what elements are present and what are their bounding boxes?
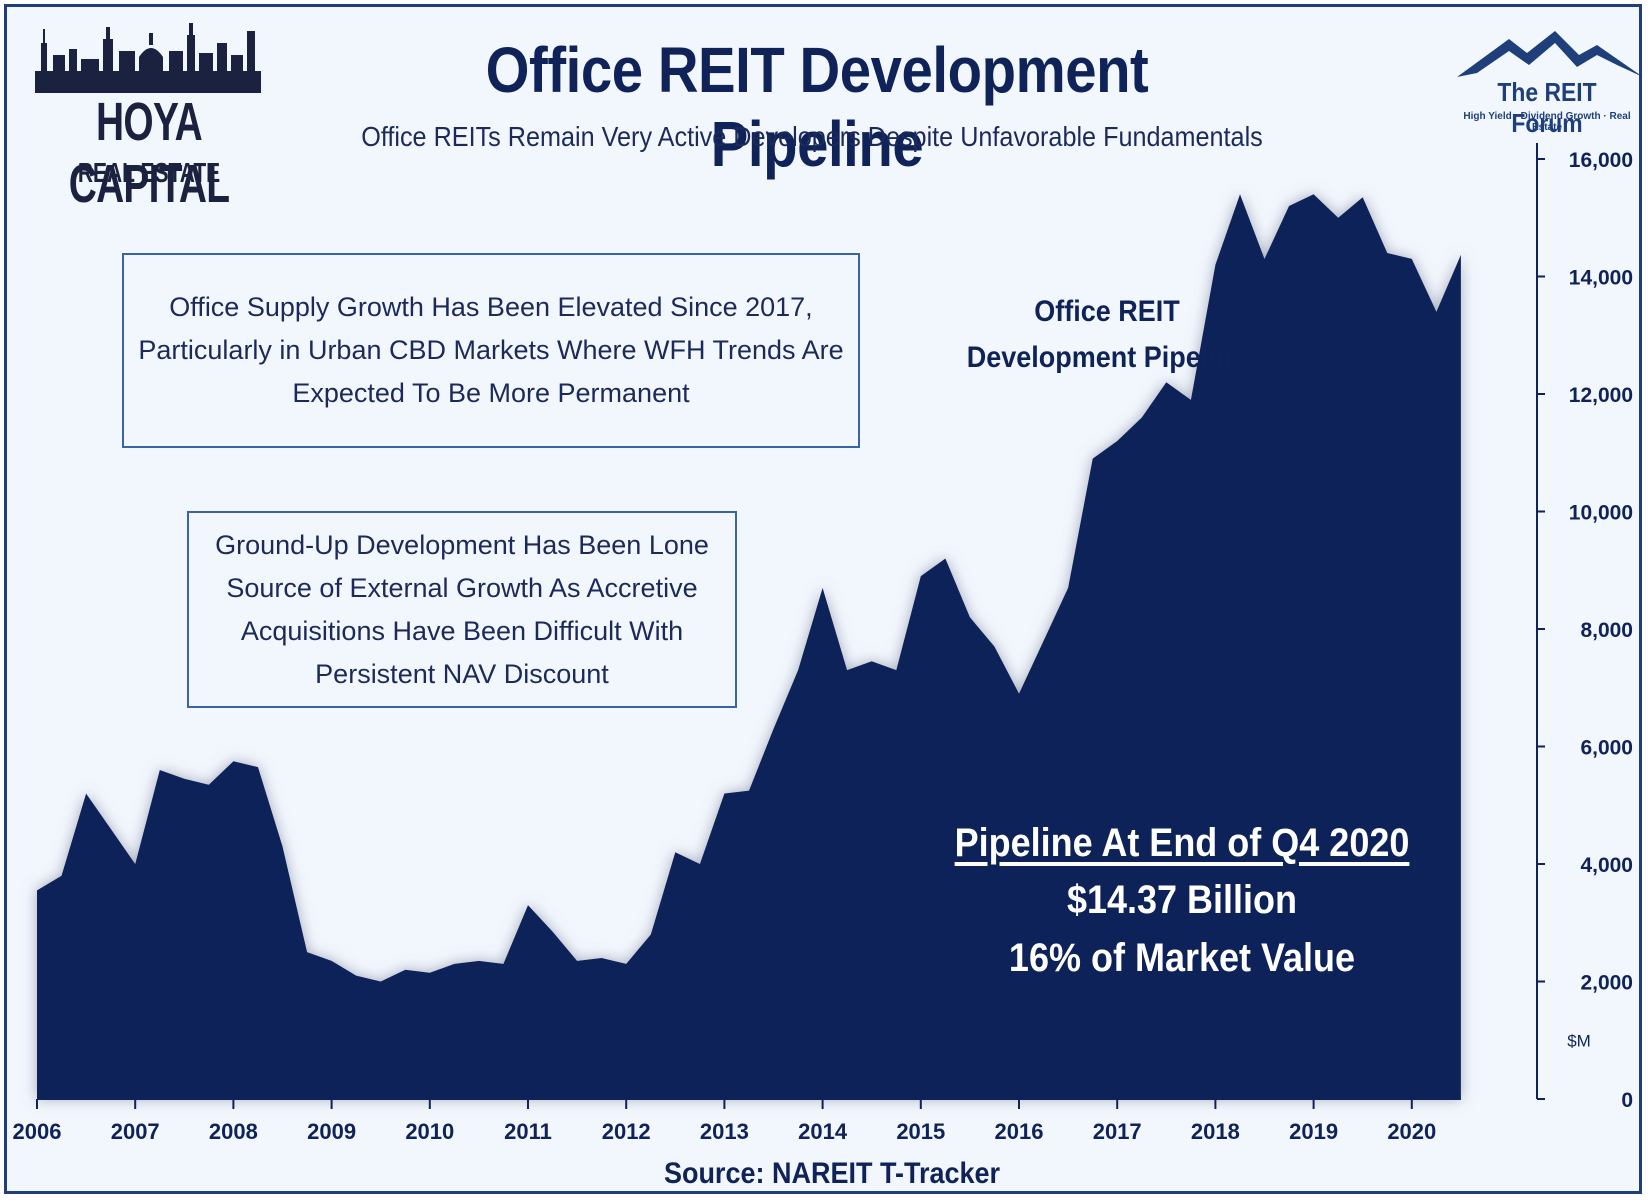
x-tick-label: 2020 — [1387, 1119, 1436, 1144]
source-note: Source: NAREIT T-Tracker — [663, 1157, 1001, 1190]
y-tick-label: 12,000 — [1569, 384, 1633, 407]
stat-heading: Pipeline At End of Q4 2020 — [954, 821, 1410, 865]
y-unit-label: $M — [1567, 1031, 1591, 1050]
x-tick-label: 2008 — [209, 1119, 258, 1144]
x-tick-label: 2015 — [896, 1119, 945, 1144]
x-tick-label: 2007 — [111, 1119, 160, 1144]
reit-forum-logo: The REIT Forum High Yield · Dividend Gro… — [1447, 25, 1647, 138]
logo-sub-text: REAL ESTATE — [77, 157, 221, 188]
stat-value: $14.37 Billion — [1066, 878, 1298, 922]
x-tick-label: 2011 — [504, 1119, 552, 1144]
y-tick-label: 6,000 — [1580, 737, 1633, 760]
chart-title: Office REIT Development Pipeline — [485, 34, 1149, 180]
annotation-line: Expected To Be More Permanent — [292, 378, 690, 408]
y-tick-label: 2,000 — [1580, 972, 1633, 995]
logo-tagline: High Yield · Dividend Growth · Real Esta… — [1463, 111, 1631, 133]
chart-subtitle: Office REITs Remain Very Active Develope… — [361, 121, 1263, 152]
x-tick-label: 2018 — [1191, 1119, 1240, 1144]
x-tick-label: 2013 — [700, 1119, 749, 1144]
skyline-icon — [35, 23, 261, 93]
annotation-line: Particularly in Urban CBD Markets Where … — [138, 335, 844, 365]
annotation-line: Source of External Growth As Accretive — [226, 572, 698, 603]
x-tick-label: 2016 — [995, 1119, 1044, 1144]
y-tick-label: 16,000 — [1569, 149, 1633, 172]
logo-brand-text: The REIT Forum — [1497, 77, 1597, 138]
area-chart: 2006 2007 2008 2009 2010 2011 2012 2013 2014 2015… — [13, 143, 1633, 1144]
y-tick-label: 4,000 — [1580, 854, 1633, 877]
pipeline-stat-block: Pipeline At End of Q4 2020 $14.37 Billio… — [887, 815, 1477, 987]
x-tick-label: 2014 — [798, 1119, 848, 1144]
series-label-line: Development Pipeline — [966, 341, 1248, 374]
x-tick-label: 2009 — [307, 1119, 356, 1144]
annotation-line: Office Supply Growth Has Been Elevated S… — [169, 292, 813, 322]
stat-share: 16% of Market Value — [1008, 936, 1356, 980]
series-label: Office REIT Development Pipeline — [941, 289, 1274, 381]
hoya-capital-logo: HOYA CAPITAL REAL ESTATE — [29, 21, 269, 214]
annotation-box-growth: Ground-Up Development Has Been Lone Sour… — [187, 511, 737, 708]
chart-frame: 2006 2007 2008 2009 2010 2011 2012 2013 2014 2015… — [4, 4, 1643, 1194]
series-label-line: Office REIT — [1034, 295, 1180, 328]
logo-brand-text: HOYA CAPITAL — [68, 92, 230, 214]
annotation-line: Ground-Up Development Has Been Lone — [215, 529, 709, 560]
area-series — [37, 194, 1461, 1100]
x-tick-label: 2006 — [13, 1119, 62, 1144]
mountain-icon — [1457, 31, 1643, 77]
y-tick-label: 0 — [1621, 1089, 1633, 1112]
x-tick-label: 2019 — [1289, 1119, 1338, 1144]
x-tick-label: 2010 — [405, 1119, 454, 1144]
x-tick-label: 2012 — [602, 1119, 651, 1144]
annotation-box-supply: Office Supply Growth Has Been Elevated S… — [122, 253, 860, 448]
y-tick-label: 14,000 — [1569, 267, 1633, 290]
annotation-line: Acquisitions Have Been Difficult With — [240, 615, 684, 646]
y-tick-label: 8,000 — [1580, 619, 1633, 642]
y-tick-label: 10,000 — [1569, 502, 1633, 525]
x-tick-label: 2017 — [1093, 1119, 1142, 1144]
annotation-line: Persistent NAV Discount — [315, 658, 609, 689]
